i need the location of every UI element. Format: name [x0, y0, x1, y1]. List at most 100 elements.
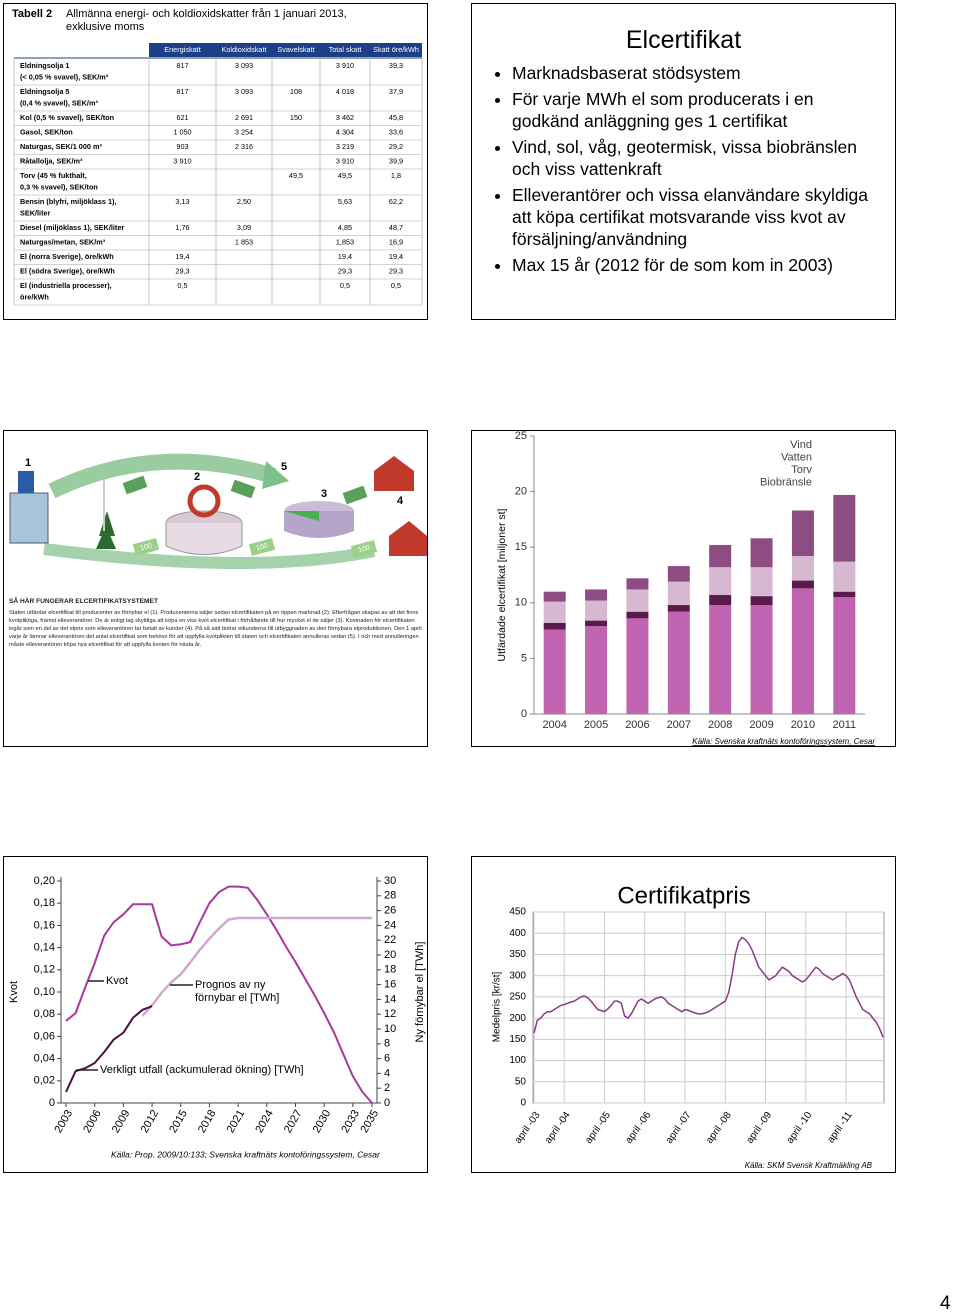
- table-cell: 1 853: [235, 237, 253, 246]
- y-tick-label: 0,18: [34, 897, 55, 909]
- x-tick-label: april -10: [785, 1110, 815, 1146]
- table-label: Tabell 2: [12, 8, 52, 20]
- source-note: Källa: Svenska kraftnäts kontoföringssys…: [692, 737, 875, 746]
- bar-chart: 0 5 10 15 20 25 Utfärdade elcertifikat [miljon…: [496, 431, 876, 746]
- table-cell: 3 254: [235, 127, 253, 136]
- y2-tick-label: 8: [384, 1038, 390, 1050]
- bar-segment: [667, 581, 690, 606]
- series-label: Verkligt utfall (ackumulerad ökning) [TW…: [100, 1064, 304, 1076]
- y-tick-label: 100: [509, 1055, 526, 1066]
- x-tick-label: 2009: [110, 1108, 133, 1135]
- y-tick-label: 5: [521, 652, 527, 664]
- bar-segment: [709, 595, 732, 606]
- bullet: För varje MWh el som producerats i en go…: [512, 88, 884, 132]
- bar-segment: [791, 556, 814, 581]
- x-tick-label: 2009: [749, 719, 773, 731]
- bullet: Marknadsbaserat stödsystem: [512, 62, 884, 84]
- y-tick-label: 300: [509, 970, 526, 981]
- table-cell: 3 462: [336, 113, 354, 122]
- table-cell: 33,6: [389, 127, 403, 136]
- column-header: Energiskatt: [164, 45, 201, 54]
- y-tick-label: 0,08: [34, 1008, 55, 1020]
- x-tick-label: 2018: [196, 1108, 219, 1135]
- series-line: [65, 1005, 153, 1093]
- price-line: [533, 936, 884, 1038]
- table-cell: 62,2: [389, 197, 403, 206]
- table-cell: 2 316: [235, 142, 253, 151]
- series-label: förnybar el [TWh]: [195, 992, 279, 1004]
- y-tick-label: 0,20: [34, 875, 55, 887]
- row-label: Eldningsolja 5: [20, 87, 69, 96]
- x-tick-label: 2033: [339, 1108, 362, 1135]
- plot-area: [532, 911, 885, 1104]
- quota-chart: 0 0,02 0,04 0,06 0,08 0,10 0,12 0,14 0,16 0,18 0,2…: [8, 875, 426, 1159]
- table-title: exklusive moms: [66, 21, 145, 33]
- y2-tick-label: 4: [384, 1067, 390, 1079]
- source-note: Källa: Prop. 2009/10:133; Svenska kraftn…: [111, 1149, 381, 1159]
- bar-segment: [791, 588, 814, 714]
- y-tick-label: 10: [515, 597, 527, 609]
- y2-tick-label: 26: [384, 905, 396, 917]
- y-tick-label: 400: [509, 928, 526, 939]
- cycle-arrows: [187, 484, 221, 518]
- x-tick-label: 2011: [832, 719, 856, 731]
- bar-segment: [709, 567, 732, 596]
- house: [374, 456, 414, 491]
- row-label: El (norra Sverige), öre/kWh: [20, 252, 114, 261]
- x-tick-label: 2005: [584, 719, 608, 731]
- x-tick-label: 2021: [225, 1108, 248, 1135]
- x-tick-label: april -08: [704, 1110, 734, 1146]
- x-tick-label: 2003: [52, 1108, 75, 1135]
- table-cell: 39,3: [389, 61, 403, 70]
- step-number: 5: [281, 461, 287, 473]
- table-cell: 903: [176, 142, 188, 151]
- x-tick-label: april -06: [624, 1110, 654, 1146]
- row-label: Råtallolja, SEK/m³: [20, 156, 83, 165]
- table-cell: 49,5: [289, 171, 303, 180]
- table-cell: 29,2: [389, 142, 403, 151]
- y-tick-label: 20: [515, 486, 527, 498]
- certificate-bill: [230, 479, 256, 499]
- row-label: öre/kWh: [20, 292, 49, 301]
- bar-segment: [626, 611, 649, 619]
- y2-tick-label: 14: [384, 993, 396, 1005]
- bar-segment: [585, 600, 608, 621]
- legend-entry: Torv: [791, 464, 812, 476]
- bar-segment: [791, 580, 814, 589]
- table-header: [149, 43, 422, 57]
- table-cell: 29,3: [175, 266, 189, 275]
- certificate-bill: [122, 475, 148, 495]
- y-axis-label: Kvot: [8, 981, 20, 1003]
- flow-arrow: [48, 453, 277, 499]
- y-tick-label: 0,14: [34, 942, 55, 954]
- series-label: Kvot: [106, 975, 128, 987]
- x-tick-label: april -11: [825, 1110, 855, 1146]
- y-tick-label: 0,04: [34, 1053, 55, 1065]
- table-cell: 37,9: [389, 87, 403, 96]
- y2-axis-label: Ny förnybar el [TWh]: [414, 942, 426, 1043]
- y2-tick-label: 20: [384, 949, 396, 961]
- row-label: Kol (0,5 % svavel), SEK/ton: [20, 113, 114, 122]
- quota-slice: [284, 511, 319, 521]
- table-cell: 29,3: [338, 266, 352, 275]
- table-cell: 3 910: [336, 156, 354, 165]
- bullet: Vind, sol, våg, geotermisk, vissa biobrä…: [512, 136, 884, 180]
- table-cell: 19,4: [389, 252, 403, 261]
- table-cell: 0,5: [391, 281, 401, 290]
- x-tick-label: 2030: [311, 1108, 334, 1135]
- y-tick-label: 150: [509, 1034, 526, 1045]
- table-cell: 4,85: [338, 223, 352, 232]
- y-tick-label: 250: [509, 992, 526, 1003]
- table-cell: 5,63: [338, 197, 352, 206]
- certificate-bill: [342, 485, 368, 505]
- price-slide: Certifikatpris 0 50 100 150 200 250 300 350 400 45…: [471, 856, 896, 1173]
- y2-tick-label: 30: [384, 875, 396, 887]
- table-cell: 621: [176, 113, 188, 122]
- y2-tick-label: 22: [384, 934, 396, 946]
- table-cell: 39,9: [389, 156, 403, 165]
- table-cell: 1,8: [391, 171, 401, 180]
- bar-segment: [585, 620, 608, 627]
- y-tick-label: 0,12: [34, 964, 55, 976]
- table-cell: 3,09: [237, 223, 251, 232]
- table-cell: 3 910: [336, 61, 354, 70]
